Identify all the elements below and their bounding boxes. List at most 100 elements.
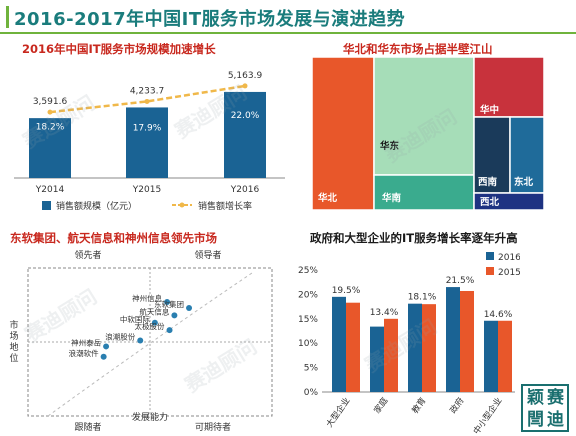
logo-char: 閆 (527, 410, 544, 430)
y-tick-label: 15% (298, 315, 318, 325)
logo-char: 迪 (547, 410, 564, 430)
y-axis-label-char: 地 (9, 341, 18, 353)
growth-rate-point (47, 109, 53, 115)
vendor-label: 东软集团 (154, 299, 184, 309)
vendor-label: 神州泰岳 (71, 337, 101, 347)
legend-swatch-2016 (486, 252, 494, 260)
treemap-cell (312, 57, 375, 210)
logo-char: 颖 (527, 388, 544, 408)
x-tick-label: Y2014 (35, 185, 65, 195)
data-label: 13.4% (370, 308, 399, 318)
panel-4-title: 政府和大型企业的IT服务增长率逐年升高 (310, 231, 518, 245)
bar-sales (126, 107, 168, 178)
panel-1-title: 2016年中国IT服务市场规模加速增长 (22, 42, 216, 56)
market-size-chart: Y2014 3,591.6 Y2015 4,233.7 Y2016 5,163.9 18.2… (14, 71, 285, 212)
bar-sales (29, 118, 71, 178)
bar-sales (224, 91, 266, 178)
panel-2-title: 华北和华东市场占据半壁江山 (343, 42, 493, 56)
bar-2016 (484, 320, 498, 392)
bar-2015 (498, 320, 512, 392)
treemap-label: 华东 (380, 140, 400, 152)
title-accent (6, 6, 9, 28)
x-tick-label: 家庭 (372, 395, 391, 416)
vendor-label: 神州信息 (132, 293, 162, 303)
x-tick-label: Y2016 (230, 185, 260, 195)
bar-2016 (446, 287, 460, 392)
y-tick-label: 20% (298, 290, 318, 300)
quadrant-label-bottom-left: 跟随者 (74, 421, 101, 433)
quadrant-label-bottom-right: 可期待者 (195, 421, 231, 433)
vendor-point (151, 319, 158, 326)
treemap-cell (473, 192, 544, 210)
vendor-label: 浪潮软件 (69, 348, 99, 358)
title-bar: 2016-2017年中国IT服务市场发展与演进趋势 (0, 0, 576, 34)
x-tick-label: 教育 (410, 395, 429, 415)
x-tick-label: Y2015 (132, 185, 161, 195)
y-tick-label: 25% (298, 266, 318, 276)
data-label: 19.5% (332, 286, 361, 296)
vendor-point (100, 353, 107, 360)
growth-rate-line (49, 84, 246, 114)
bar-2016 (408, 303, 422, 392)
legend-label-growth: 销售额增长率 (198, 200, 252, 212)
quadrant-label-top-right: 领导者 (194, 249, 221, 261)
bar-2016 (370, 326, 384, 392)
y-axis-label-char: 位 (9, 352, 18, 364)
x-tick-label: 大型企业 (324, 395, 353, 429)
vendor-point (103, 343, 110, 350)
vendor-label: 航天信息 (139, 306, 169, 316)
y-tick-label: 10% (298, 339, 318, 349)
x-tick-label: 政府 (448, 395, 467, 416)
legend-label-2016: 2016 (498, 253, 520, 263)
treemap-label: 华中 (480, 104, 499, 116)
page-title: 2016-2017年中国IT服务市场发展与演进趋势 (14, 9, 406, 30)
treemap-cell (373, 174, 475, 210)
treemap-label: 东北 (514, 176, 534, 188)
legend-marker-growth (179, 202, 185, 208)
logo-char: 赛 (547, 388, 564, 408)
growth-rate-chart: 0% 5% 10% 15% 20% 25% 19.5% 大型企业 13.4% 家庭 18.1% 教育 2… (298, 252, 520, 434)
bar-2016 (332, 296, 346, 392)
bar-value-label: 3,591.6 (33, 97, 68, 107)
x-axis-label: 发展能力 (132, 411, 168, 423)
vendor-label: 中软国际 (120, 314, 150, 324)
vendor-point (166, 327, 173, 334)
treemap-label: 华北 (318, 192, 338, 204)
treemap-label: 西北 (480, 196, 500, 208)
y-axis-label-char: 场 (9, 331, 18, 342)
legend-label-sales: 销售额规模（亿元） (56, 200, 137, 212)
growth-rate-point (144, 98, 150, 104)
treemap-cell (373, 57, 475, 176)
growth-rate-point (242, 83, 248, 89)
y-axis-label-char: 市 (9, 319, 18, 331)
bar-value-label: 4,233.7 (130, 86, 164, 96)
vendor-label: 浪潮股份 (105, 332, 135, 342)
vendor-point (164, 299, 171, 306)
legend-swatch-2015 (486, 267, 494, 275)
vendor-point (186, 304, 193, 311)
matrix-curve (47, 272, 253, 417)
vendor-label: 太极股份 (135, 321, 165, 331)
legend-label-2015: 2015 (498, 268, 520, 278)
bar-2015 (384, 318, 398, 392)
growth-rate-label: 17.9% (133, 123, 162, 133)
data-label: 14.6% (484, 310, 513, 320)
panel-3-title: 东软集团、航天信息和神州信息领先市场 (10, 231, 217, 245)
bar-2015 (346, 302, 360, 392)
bar-value-label: 5,163.9 (228, 71, 263, 81)
treemap-label: 华南 (382, 192, 402, 204)
legend-swatch-sales (42, 201, 51, 210)
x-tick-label: 中小型企业 (471, 395, 504, 434)
ccid-logo: 颖 赛 閆 迪 (521, 384, 569, 432)
vendor-point (137, 337, 144, 344)
y-tick-label: 0% (304, 388, 319, 398)
y-tick-label: 5% (304, 364, 319, 374)
bar-2015 (460, 290, 474, 392)
growth-rate-label: 22.0% (231, 111, 260, 121)
vendor-point (171, 312, 178, 319)
data-label: 18.1% (408, 293, 437, 303)
growth-rate-label: 18.2% (36, 122, 65, 132)
treemap-label: 西南 (478, 176, 498, 188)
